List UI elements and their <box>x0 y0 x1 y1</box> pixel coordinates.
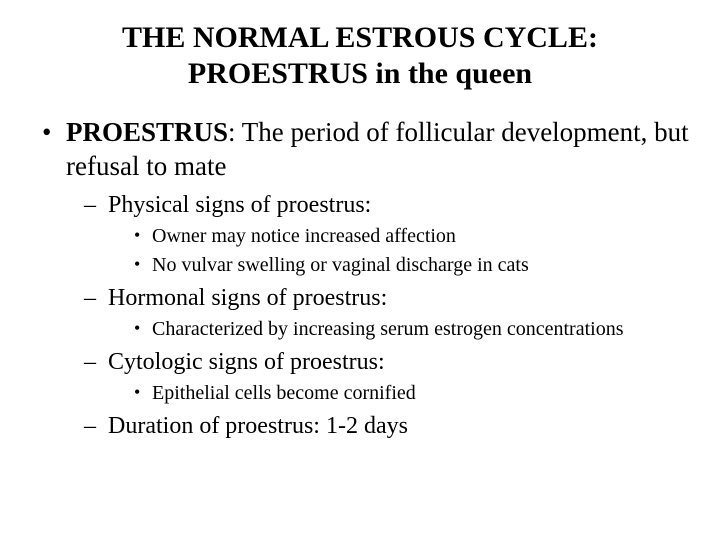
list-item: Duration of proestrus: 1-2 days <box>84 411 690 442</box>
item-text: Owner may notice increased affection <box>152 225 456 247</box>
list-item: Physical signs of proestrus: Owner may n… <box>84 190 690 279</box>
bullet-list-level-3: Epithelial cells become cornified <box>132 380 690 407</box>
list-item: Cytologic signs of proestrus: Epithelial… <box>84 347 690 407</box>
bullet-list-level-2: Physical signs of proestrus: Owner may n… <box>84 190 690 443</box>
lead-term: PROESTRUS <box>66 117 228 147</box>
section-heading: Cytologic signs of proestrus: <box>108 349 385 375</box>
list-item: Characterized by increasing serum estrog… <box>132 316 690 343</box>
slide-title: THE NORMAL ESTROUS CYCLE: PROESTRUS in t… <box>30 20 690 92</box>
item-text: Epithelial cells become cornified <box>152 382 416 404</box>
title-line-2: PROESTRUS in the queen <box>188 57 532 90</box>
list-item: No vulvar swelling or vaginal discharge … <box>132 252 690 279</box>
item-text: Characterized by increasing serum estrog… <box>152 318 623 340</box>
section-heading: Duration of proestrus: 1-2 days <box>108 413 408 439</box>
bullet-list-level-3: Owner may notice increased affection No … <box>132 223 690 279</box>
section-heading: Hormonal signs of proestrus: <box>108 285 387 311</box>
bullet-list-level-3: Characterized by increasing serum estrog… <box>132 316 690 343</box>
bullet-list-level-1: PROESTRUS: The period of follicular deve… <box>38 116 690 442</box>
list-item: Hormonal signs of proestrus: Characteriz… <box>84 283 690 343</box>
section-heading: Physical signs of proestrus: <box>108 192 371 218</box>
list-item: Epithelial cells become cornified <box>132 380 690 407</box>
list-item: Owner may notice increased affection <box>132 223 690 250</box>
slide: THE NORMAL ESTROUS CYCLE: PROESTRUS in t… <box>0 0 720 540</box>
title-line-1: THE NORMAL ESTROUS CYCLE: <box>122 21 598 54</box>
item-text: No vulvar swelling or vaginal discharge … <box>152 254 529 276</box>
list-item: PROESTRUS: The period of follicular deve… <box>38 116 690 442</box>
